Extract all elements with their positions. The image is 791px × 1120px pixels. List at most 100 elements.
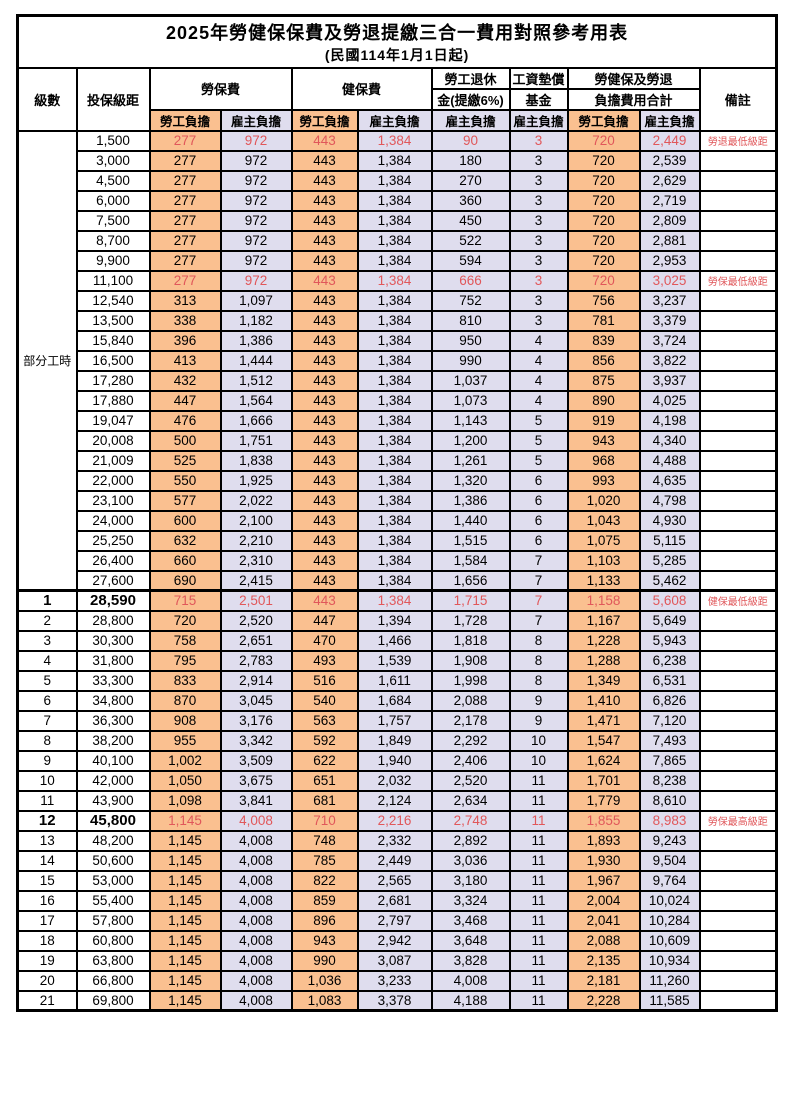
table-row: 26,400 660 2,310 443 1,384 1,584 7 1,103 5,285	[18, 549, 778, 572]
cell-health-employer: 1,384	[356, 169, 433, 192]
cell-labor-employee: 1,145	[148, 829, 222, 852]
cell-health-employee: 1,036	[290, 969, 359, 992]
cell-wage-fund-employer: 6	[508, 489, 569, 512]
cell-note	[698, 569, 778, 592]
cell-bracket: 30,300	[75, 629, 151, 652]
cell-level: 18	[16, 929, 78, 952]
cell-total-employer: 3,025	[638, 269, 701, 292]
table-row: 21 69,800 1,145 4,008 1,083 3,378 4,188 11 2,228…	[16, 989, 778, 1012]
cell-total-employee: 875	[566, 369, 641, 392]
cell-level: 10	[16, 769, 78, 792]
cell-total-employee: 1,133	[566, 569, 641, 592]
cell-health-employee: 785	[290, 849, 359, 872]
table-row: 部分工時 1,500 277 972 443 1,384 90 3 720 2,449 勞退最低級距	[16, 129, 778, 592]
cell-labor-employee: 955	[148, 729, 222, 752]
table-row: 24,000 600 2,100 443 1,384 1,440 6 1,043 4,930	[18, 509, 778, 532]
cell-level: 2	[16, 609, 78, 632]
cell-total-employer: 4,798	[638, 489, 701, 512]
cell-health-employer: 1,611	[356, 669, 433, 692]
cell-labor-employer: 972	[219, 229, 293, 252]
cell-health-employee: 443	[290, 329, 359, 352]
cell-total-employee: 2,004	[566, 889, 641, 912]
cell-wage-fund-employer: 11	[508, 769, 569, 792]
cell-health-employee: 1,083	[290, 989, 359, 1012]
cell-note	[698, 629, 778, 652]
cell-bracket: 33,300	[75, 669, 151, 692]
cell-note	[698, 789, 778, 812]
header-labor-employer-share: 雇主負擔	[219, 108, 293, 132]
cell-bracket: 66,800	[75, 969, 151, 992]
cell-health-employer: 2,942	[356, 929, 433, 952]
cell-health-employer: 1,384	[356, 569, 433, 592]
cell-total-employer: 5,608	[638, 589, 701, 612]
cell-wage-fund-employer: 4	[508, 369, 569, 392]
cell-wage-fund-employer: 3	[508, 189, 569, 212]
cell-pension-employer: 522	[430, 229, 511, 252]
cell-bracket: 50,600	[75, 849, 151, 872]
cell-total-employee: 968	[566, 449, 641, 472]
cell-total-employer: 10,024	[638, 889, 701, 912]
cell-total-employee: 1,624	[566, 749, 641, 772]
table-row: 5 33,300 833 2,914 516 1,611 1,998 8 1,349 6,531	[16, 669, 778, 692]
cell-note	[698, 769, 778, 792]
cell-health-employee: 443	[290, 449, 359, 472]
cell-labor-employer: 972	[219, 209, 293, 232]
cell-health-employee: 896	[290, 909, 359, 932]
cell-pension-employer: 2,892	[430, 829, 511, 852]
table-row: 21,009 525 1,838 443 1,384 1,261 5 968 4,488	[18, 449, 778, 472]
cell-labor-employer: 1,386	[219, 329, 293, 352]
cell-pension-employer: 1,818	[430, 629, 511, 652]
cell-total-employee: 919	[566, 409, 641, 432]
header-labor-fee: 勞保費	[148, 66, 293, 111]
cell-labor-employee: 277	[148, 269, 222, 292]
cell-level: 16	[16, 889, 78, 912]
cell-labor-employer: 3,841	[219, 789, 293, 812]
cell-wage-fund-employer: 3	[508, 229, 569, 252]
cell-pension-employer: 594	[430, 249, 511, 272]
cell-health-employee: 651	[290, 769, 359, 792]
cell-total-employer: 7,493	[638, 729, 701, 752]
cell-total-employer: 6,531	[638, 669, 701, 692]
table-body: 部分工時 1,500 277 972 443 1,384 90 3 720 2,449 勞退最低級距…	[16, 129, 778, 1012]
cell-note	[698, 369, 778, 392]
cell-health-employee: 443	[290, 129, 359, 152]
cell-total-employee: 943	[566, 429, 641, 452]
cell-health-employer: 3,087	[356, 949, 433, 972]
header-labor-employee-share: 勞工負擔	[148, 108, 222, 132]
cell-pension-employer: 1,261	[430, 449, 511, 472]
cell-health-employee: 443	[290, 549, 359, 572]
cell-labor-employer: 1,666	[219, 409, 293, 432]
cell-total-employer: 5,462	[638, 569, 701, 592]
cell-health-employee: 990	[290, 949, 359, 972]
cell-labor-employer: 4,008	[219, 849, 293, 872]
cell-level: 4	[16, 649, 78, 672]
cell-note: 勞保最高級距	[698, 809, 778, 832]
cell-note: 勞退最低級距	[698, 129, 778, 152]
cell-level: 9	[16, 749, 78, 772]
cell-bracket: 4,500	[75, 169, 151, 192]
cell-health-employee: 748	[290, 829, 359, 852]
cell-pension-employer: 2,292	[430, 729, 511, 752]
cell-labor-employer: 1,838	[219, 449, 293, 472]
cell-labor-employee: 690	[148, 569, 222, 592]
table-row: 17 57,800 1,145 4,008 896 2,797 3,468 11 2,041 10…	[16, 909, 778, 932]
cell-labor-employee: 476	[148, 409, 222, 432]
cell-health-employer: 1,466	[356, 629, 433, 652]
cell-total-employee: 1,779	[566, 789, 641, 812]
cell-total-employee: 2,228	[566, 989, 641, 1012]
cell-labor-employee: 432	[148, 369, 222, 392]
cell-note	[698, 329, 778, 352]
cell-pension-employer: 1,908	[430, 649, 511, 672]
cell-wage-fund-employer: 5	[508, 409, 569, 432]
cell-bracket: 8,700	[75, 229, 151, 252]
cell-total-employer: 7,120	[638, 709, 701, 732]
cell-total-employer: 3,822	[638, 349, 701, 372]
cell-labor-employer: 972	[219, 149, 293, 172]
cell-bracket: 1,500	[75, 129, 151, 152]
cell-bracket: 13,500	[75, 309, 151, 332]
cell-health-employee: 443	[290, 489, 359, 512]
cell-total-employee: 1,855	[566, 809, 641, 832]
table-row: 25,250 632 2,210 443 1,384 1,515 6 1,075 5,115	[18, 529, 778, 552]
table-row: 10 42,000 1,050 3,675 651 2,032 2,520 11 1,701 8,…	[16, 769, 778, 792]
cell-note: 健保最低級距	[698, 589, 778, 612]
